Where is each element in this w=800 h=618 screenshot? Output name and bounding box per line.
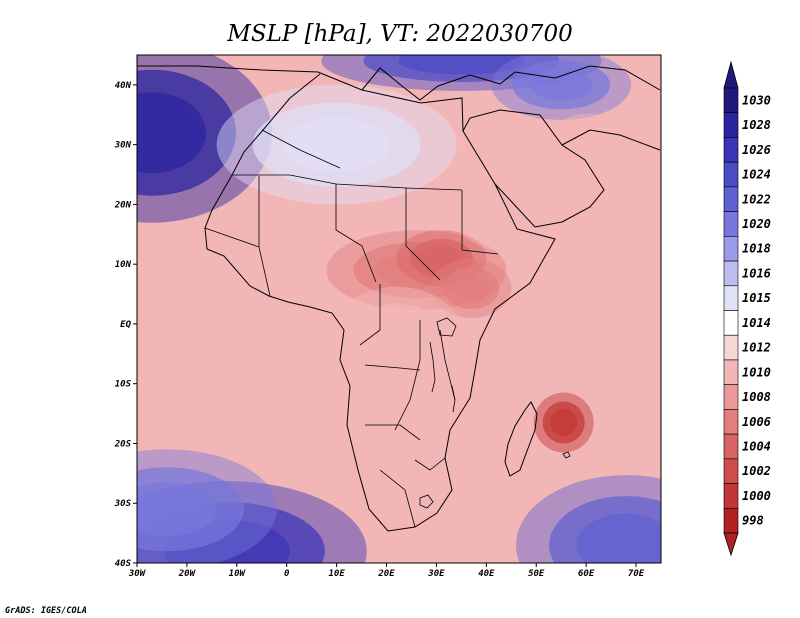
lon-tick-label: 0 (284, 569, 290, 579)
colorbar-swatch (723, 433, 739, 460)
colorbar-swatch (723, 186, 739, 212)
colorbar-swatch (723, 285, 739, 311)
lon-tick-label: 40E (478, 569, 495, 579)
lon-tick-label: 30E (427, 569, 445, 579)
lake-victoria (436, 317, 457, 337)
colorbar-swatch (723, 310, 739, 336)
arabia-coast (462, 109, 605, 228)
colorbar-top-arrow (723, 60, 739, 89)
colorbar-label: 1024 (742, 168, 771, 182)
lat-tick-label: 20S (114, 439, 132, 449)
pressure-cell-iran-pocket (570, 127, 602, 150)
lon-tick-label: 70E (628, 569, 645, 579)
lat-tick-label: 30N (114, 141, 132, 151)
longitude-axis: 30W 20W 10W 0 10E 20E 30E 40E 50E 60E 70E (128, 563, 645, 579)
lon-tick-label: 50E (528, 569, 545, 579)
coastlines-and-borders (137, 65, 661, 532)
colorbar-swatch (723, 211, 739, 237)
pressure-cell-mascarene-high (576, 513, 661, 563)
lon-tick-label: 20W (178, 569, 197, 579)
lat-tick-label: 30S (114, 499, 132, 509)
colorbar-label: 1020 (742, 217, 771, 231)
europe-coast (361, 65, 661, 101)
africa-coastline (137, 65, 556, 532)
lon-tick-label: 60E (578, 569, 595, 579)
colorbar-swatch (723, 409, 739, 435)
lat-tick-label: 10N (115, 260, 132, 270)
pressure-cell-europe-high (398, 55, 525, 75)
pressure-cell-caspian-high (529, 69, 593, 101)
figure-title: MSLP [hPa], VT: 2022030700 (226, 21, 572, 47)
madagascar (504, 401, 538, 477)
lake-malawi (451, 385, 456, 413)
colorbar: 1030 1028 1026 1024 1022 1020 1018 1016 1015 1014… (723, 60, 771, 557)
colorbar-label: 1028 (742, 118, 771, 132)
colorbar-swatch (723, 384, 739, 410)
lat-tick-label: EQ (120, 320, 131, 330)
colorbar-swatch (723, 334, 739, 361)
colorbar-label: 1010 (742, 365, 771, 379)
colorbar-swatch (723, 236, 739, 262)
lesotho-border (419, 494, 434, 509)
colorbar-label: 1006 (742, 415, 771, 429)
colorbar-label: 1002 (742, 464, 771, 478)
colorbar-label: 1026 (742, 143, 771, 157)
grads-credit: GrADS: IGES/COLA (5, 606, 87, 616)
colorbar-swatch (723, 137, 739, 163)
pressure-map: 30W 20W 10W 0 10E 20E 30E 40E 50E 60E 70E 40N 30N 20… (114, 54, 662, 579)
lat-tick-label: 40N (115, 81, 132, 91)
madagascar-low-contour (562, 451, 571, 459)
colorbar-swatch (723, 458, 739, 484)
colorbar-swatch (723, 507, 739, 534)
lon-tick-label: 10W (229, 569, 247, 579)
lat-tick-label: 20N (114, 200, 132, 210)
lat-tick-label: 40S (115, 559, 132, 569)
latitude-axis: 40N 30N 20N 10N EQ 10S 20S 30S 40S (114, 81, 137, 569)
colorbar-label: 1000 (742, 489, 771, 503)
colorbar-label: 1016 (742, 266, 771, 280)
colorbar-label: 998 (742, 514, 764, 528)
pressure-cell-azores-high (137, 92, 206, 174)
lon-tick-label: 30W (128, 569, 147, 579)
colorbar-label: 1008 (742, 390, 771, 404)
colorbar-swatch (723, 87, 739, 114)
colorbar-label: 1018 (742, 242, 771, 256)
map-frame (136, 54, 662, 564)
pressure-cell-ethiopia-low (453, 274, 490, 302)
inner-borders (204, 129, 499, 528)
colorbar-label: 1022 (742, 192, 771, 206)
pressure-cell-sahara-ridge (282, 117, 391, 172)
pressure-cell-congo-low (365, 317, 429, 367)
colorbar-label: 1004 (742, 439, 771, 453)
colorbar-label: 1030 (742, 93, 771, 107)
colorbar-label: 1014 (742, 316, 771, 330)
colorbar-bottom-arrow (723, 532, 739, 557)
pressure-cell-madagascar-low (550, 409, 578, 437)
colorbar-swatch (723, 260, 739, 287)
colorbar-swatch (723, 359, 739, 385)
lon-tick-label: 20E (377, 569, 395, 579)
pressure-cell-arabian-low (479, 165, 543, 220)
lat-tick-label: 10S (115, 380, 132, 390)
colorbar-swatch (723, 483, 739, 509)
colorbar-swatch (723, 112, 739, 138)
lon-tick-label: 10E (328, 569, 345, 579)
lake-tanganyika (429, 341, 436, 393)
pressure-cell-sudan-low (421, 245, 462, 271)
pressure-cell-south-atlantic-high-west (137, 482, 217, 537)
pressure-field (137, 55, 661, 563)
colorbar-label: 1015 (742, 291, 771, 305)
colorbar-swatch (723, 161, 739, 188)
colorbar-label: 1012 (742, 341, 771, 355)
iran-coast (561, 129, 661, 151)
